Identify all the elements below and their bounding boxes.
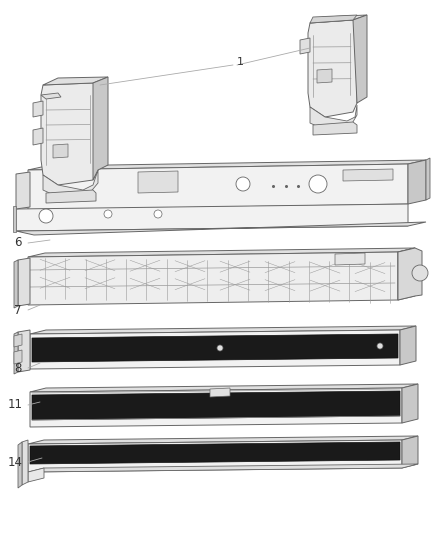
Polygon shape bbox=[32, 391, 400, 420]
Circle shape bbox=[104, 210, 112, 218]
Polygon shape bbox=[14, 332, 18, 374]
Polygon shape bbox=[408, 160, 426, 204]
Polygon shape bbox=[41, 83, 98, 185]
Circle shape bbox=[412, 265, 428, 281]
Polygon shape bbox=[16, 172, 30, 209]
Polygon shape bbox=[30, 384, 418, 392]
Text: 14: 14 bbox=[7, 456, 22, 469]
Polygon shape bbox=[30, 388, 402, 427]
Polygon shape bbox=[313, 122, 357, 135]
Polygon shape bbox=[138, 171, 178, 193]
Polygon shape bbox=[343, 169, 393, 181]
Polygon shape bbox=[28, 248, 415, 257]
Polygon shape bbox=[310, 105, 357, 129]
Circle shape bbox=[39, 209, 53, 223]
Polygon shape bbox=[28, 440, 402, 472]
Polygon shape bbox=[28, 464, 418, 472]
Polygon shape bbox=[300, 38, 310, 54]
Polygon shape bbox=[210, 388, 230, 397]
Circle shape bbox=[154, 210, 162, 218]
Polygon shape bbox=[14, 350, 22, 364]
Polygon shape bbox=[310, 15, 357, 23]
Polygon shape bbox=[14, 334, 22, 347]
Polygon shape bbox=[18, 330, 30, 372]
Polygon shape bbox=[28, 164, 408, 210]
Polygon shape bbox=[33, 101, 43, 117]
Polygon shape bbox=[41, 93, 61, 99]
Polygon shape bbox=[53, 144, 68, 158]
Circle shape bbox=[377, 343, 383, 349]
Polygon shape bbox=[310, 15, 367, 23]
Polygon shape bbox=[13, 206, 16, 232]
Polygon shape bbox=[398, 248, 415, 300]
Polygon shape bbox=[402, 384, 418, 423]
Polygon shape bbox=[43, 77, 108, 85]
Polygon shape bbox=[14, 260, 18, 308]
Polygon shape bbox=[353, 15, 367, 103]
Polygon shape bbox=[28, 436, 418, 444]
Polygon shape bbox=[16, 204, 408, 231]
Text: 7: 7 bbox=[14, 303, 22, 317]
Polygon shape bbox=[402, 436, 418, 468]
Polygon shape bbox=[426, 158, 430, 200]
Polygon shape bbox=[335, 253, 365, 265]
Polygon shape bbox=[398, 248, 422, 300]
Text: 1: 1 bbox=[237, 57, 244, 67]
Text: 6: 6 bbox=[14, 237, 22, 249]
Polygon shape bbox=[46, 190, 96, 203]
Polygon shape bbox=[28, 252, 398, 305]
Circle shape bbox=[236, 177, 250, 191]
Polygon shape bbox=[308, 20, 357, 117]
Polygon shape bbox=[43, 170, 98, 197]
Polygon shape bbox=[400, 326, 416, 365]
Polygon shape bbox=[18, 258, 30, 306]
Polygon shape bbox=[30, 326, 416, 334]
Polygon shape bbox=[32, 334, 398, 362]
Polygon shape bbox=[28, 468, 44, 482]
Polygon shape bbox=[28, 160, 426, 170]
Polygon shape bbox=[93, 77, 108, 180]
Text: 11: 11 bbox=[7, 399, 22, 411]
Circle shape bbox=[217, 345, 223, 351]
Polygon shape bbox=[30, 442, 400, 464]
Polygon shape bbox=[30, 330, 400, 369]
Polygon shape bbox=[22, 440, 28, 485]
Polygon shape bbox=[18, 442, 22, 488]
Polygon shape bbox=[33, 128, 43, 145]
Circle shape bbox=[309, 175, 327, 193]
Text: 8: 8 bbox=[14, 361, 22, 375]
Polygon shape bbox=[16, 222, 426, 235]
Polygon shape bbox=[317, 69, 332, 83]
